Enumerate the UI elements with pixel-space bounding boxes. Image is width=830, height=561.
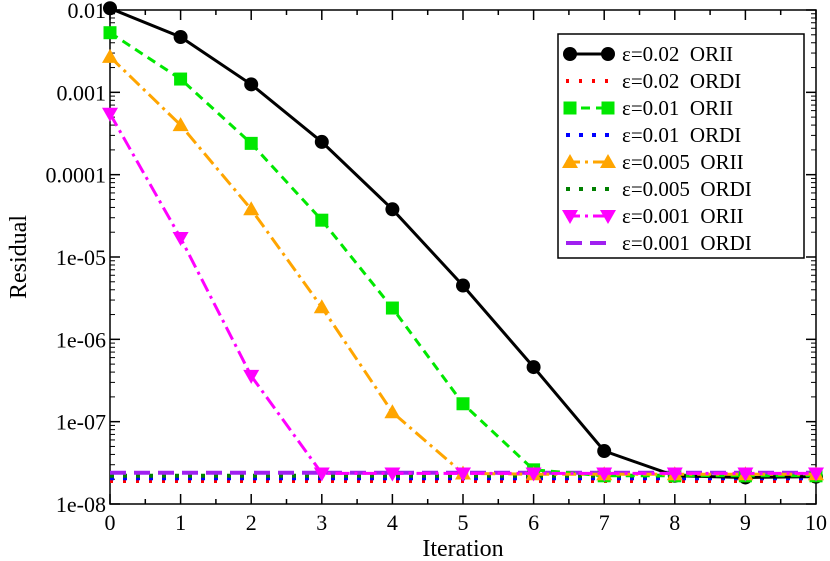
x-tick-label: 1 — [175, 510, 186, 535]
data-point — [313, 467, 330, 482]
data-point — [526, 360, 541, 375]
legend-label: ε=0.001 ORII — [622, 204, 744, 228]
x-tick-label: 9 — [740, 510, 751, 535]
data-point — [172, 232, 189, 247]
legend-item: ε=0.001 ORII — [562, 204, 744, 228]
legend-label: ε=0.005 ORII — [622, 150, 744, 174]
data-point — [455, 467, 471, 482]
legend-label: ε=0.005 ORDI — [622, 177, 752, 201]
data-point — [596, 467, 613, 482]
data-point — [384, 467, 401, 482]
data-point — [103, 1, 117, 16]
x-tick-label: 0 — [105, 510, 116, 535]
legend-swatch-marker — [601, 47, 615, 61]
x-tick-label: 4 — [387, 510, 398, 535]
data-point — [243, 369, 260, 384]
data-point — [456, 397, 470, 411]
legend-swatch-marker — [563, 101, 577, 115]
data-point — [102, 48, 118, 63]
legend-item: ε=0.01 ORDI — [566, 123, 741, 147]
data-point — [666, 467, 683, 482]
x-tick-label: 3 — [316, 510, 327, 535]
x-tick-label: 2 — [246, 510, 257, 535]
y-tick-label: 1e-06 — [56, 327, 106, 352]
data-point — [525, 467, 542, 482]
x-tick-label: 7 — [599, 510, 610, 535]
y-tick-label: 0.01 — [68, 0, 107, 23]
legend-item: ε=0.001 ORDI — [566, 231, 752, 255]
data-point — [313, 299, 330, 314]
legend-item: ε=0.01 ORII — [563, 96, 733, 120]
x-tick-label: 10 — [805, 510, 827, 535]
series-group — [102, 1, 824, 485]
x-tick-label: 6 — [528, 510, 539, 535]
y-tick-label: 1e-07 — [56, 410, 106, 435]
legend-swatch-marker — [562, 154, 578, 168]
legend-label: ε=0.01 ORII — [622, 96, 733, 120]
data-point — [314, 134, 329, 149]
legend-swatch-marker — [601, 101, 615, 115]
data-point — [385, 301, 399, 315]
data-point — [315, 213, 329, 227]
series-6 — [102, 107, 824, 482]
legend-swatch-marker — [562, 210, 578, 224]
data-point — [244, 77, 259, 92]
y-tick-label: 1e-05 — [56, 245, 106, 270]
legend-swatch-marker — [600, 154, 616, 168]
data-point — [737, 467, 754, 482]
data-point — [174, 72, 188, 86]
data-point — [808, 467, 824, 482]
axes: 0 1 2 3 4 5 6 7 8 9 10 0.01 0.001 0.0001 1e-05 1e-06 1e-… — [46, 0, 828, 535]
legend-label: ε=0.02 ORII — [622, 42, 733, 66]
y-tick-label: 0.0001 — [46, 163, 107, 188]
legend-item: ε=0.005 ORDI — [566, 177, 752, 201]
legend-item: ε=0.02 ORDI — [566, 69, 741, 93]
data-point — [384, 404, 401, 419]
data-point — [243, 201, 260, 216]
data-point — [597, 444, 612, 459]
legend-label: ε=0.001 ORDI — [622, 231, 752, 255]
y-tick-label: 1e-08 — [56, 492, 106, 517]
legend-swatch-marker — [600, 210, 616, 224]
y-axis-title: Residual — [6, 215, 32, 299]
data-point — [173, 29, 188, 44]
y-tick-label: 0.001 — [57, 80, 107, 105]
data-point — [385, 202, 400, 217]
data-point — [102, 107, 118, 122]
legend-swatch-marker — [563, 47, 577, 61]
legend-item: ε=0.02 ORII — [563, 42, 733, 66]
legend-label: ε=0.01 ORDI — [622, 123, 741, 147]
x-tick-label: 5 — [458, 510, 469, 535]
data-point — [244, 136, 258, 150]
legend: ε=0.02 ORII ε=0.02 ORDI ε=0.01 ORII ε=0.01 … — [557, 33, 805, 259]
x-axis-title: Iteration — [422, 536, 503, 561]
legend-box — [557, 33, 805, 259]
data-point — [456, 278, 470, 293]
x-tick-label: 8 — [669, 510, 680, 535]
legend-label: ε=0.02 ORDI — [622, 69, 741, 93]
legend-item: ε=0.005 ORII — [562, 150, 744, 174]
data-point — [103, 26, 117, 40]
data-point — [172, 117, 189, 132]
